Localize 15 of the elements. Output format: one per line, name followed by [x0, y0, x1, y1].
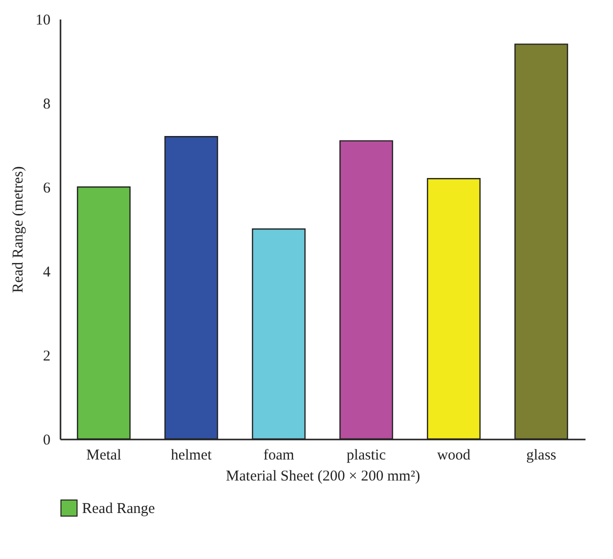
x-tick-label: helmet — [170, 448, 212, 464]
x-tick-label: Metal — [86, 448, 122, 464]
x-tick-label: wood — [437, 448, 471, 464]
y-tick-label: 4 — [43, 264, 51, 280]
x-tick-label: glass — [526, 448, 556, 464]
y-tick-label: 2 — [43, 348, 50, 364]
x-axis-title: Material Sheet (200 × 200 mm²) — [226, 468, 420, 484]
legend-label: Read Range — [82, 501, 156, 517]
y-tick-label: 8 — [43, 96, 50, 112]
y-tick-label: 6 — [43, 180, 51, 196]
y-tick-label: 0 — [43, 432, 50, 448]
x-tick-label: plastic — [346, 448, 386, 464]
y-axis-title: Read Range (metres) — [10, 166, 26, 293]
x-tick-label: foam — [263, 448, 294, 464]
y-tick-label: 10 — [36, 12, 50, 28]
